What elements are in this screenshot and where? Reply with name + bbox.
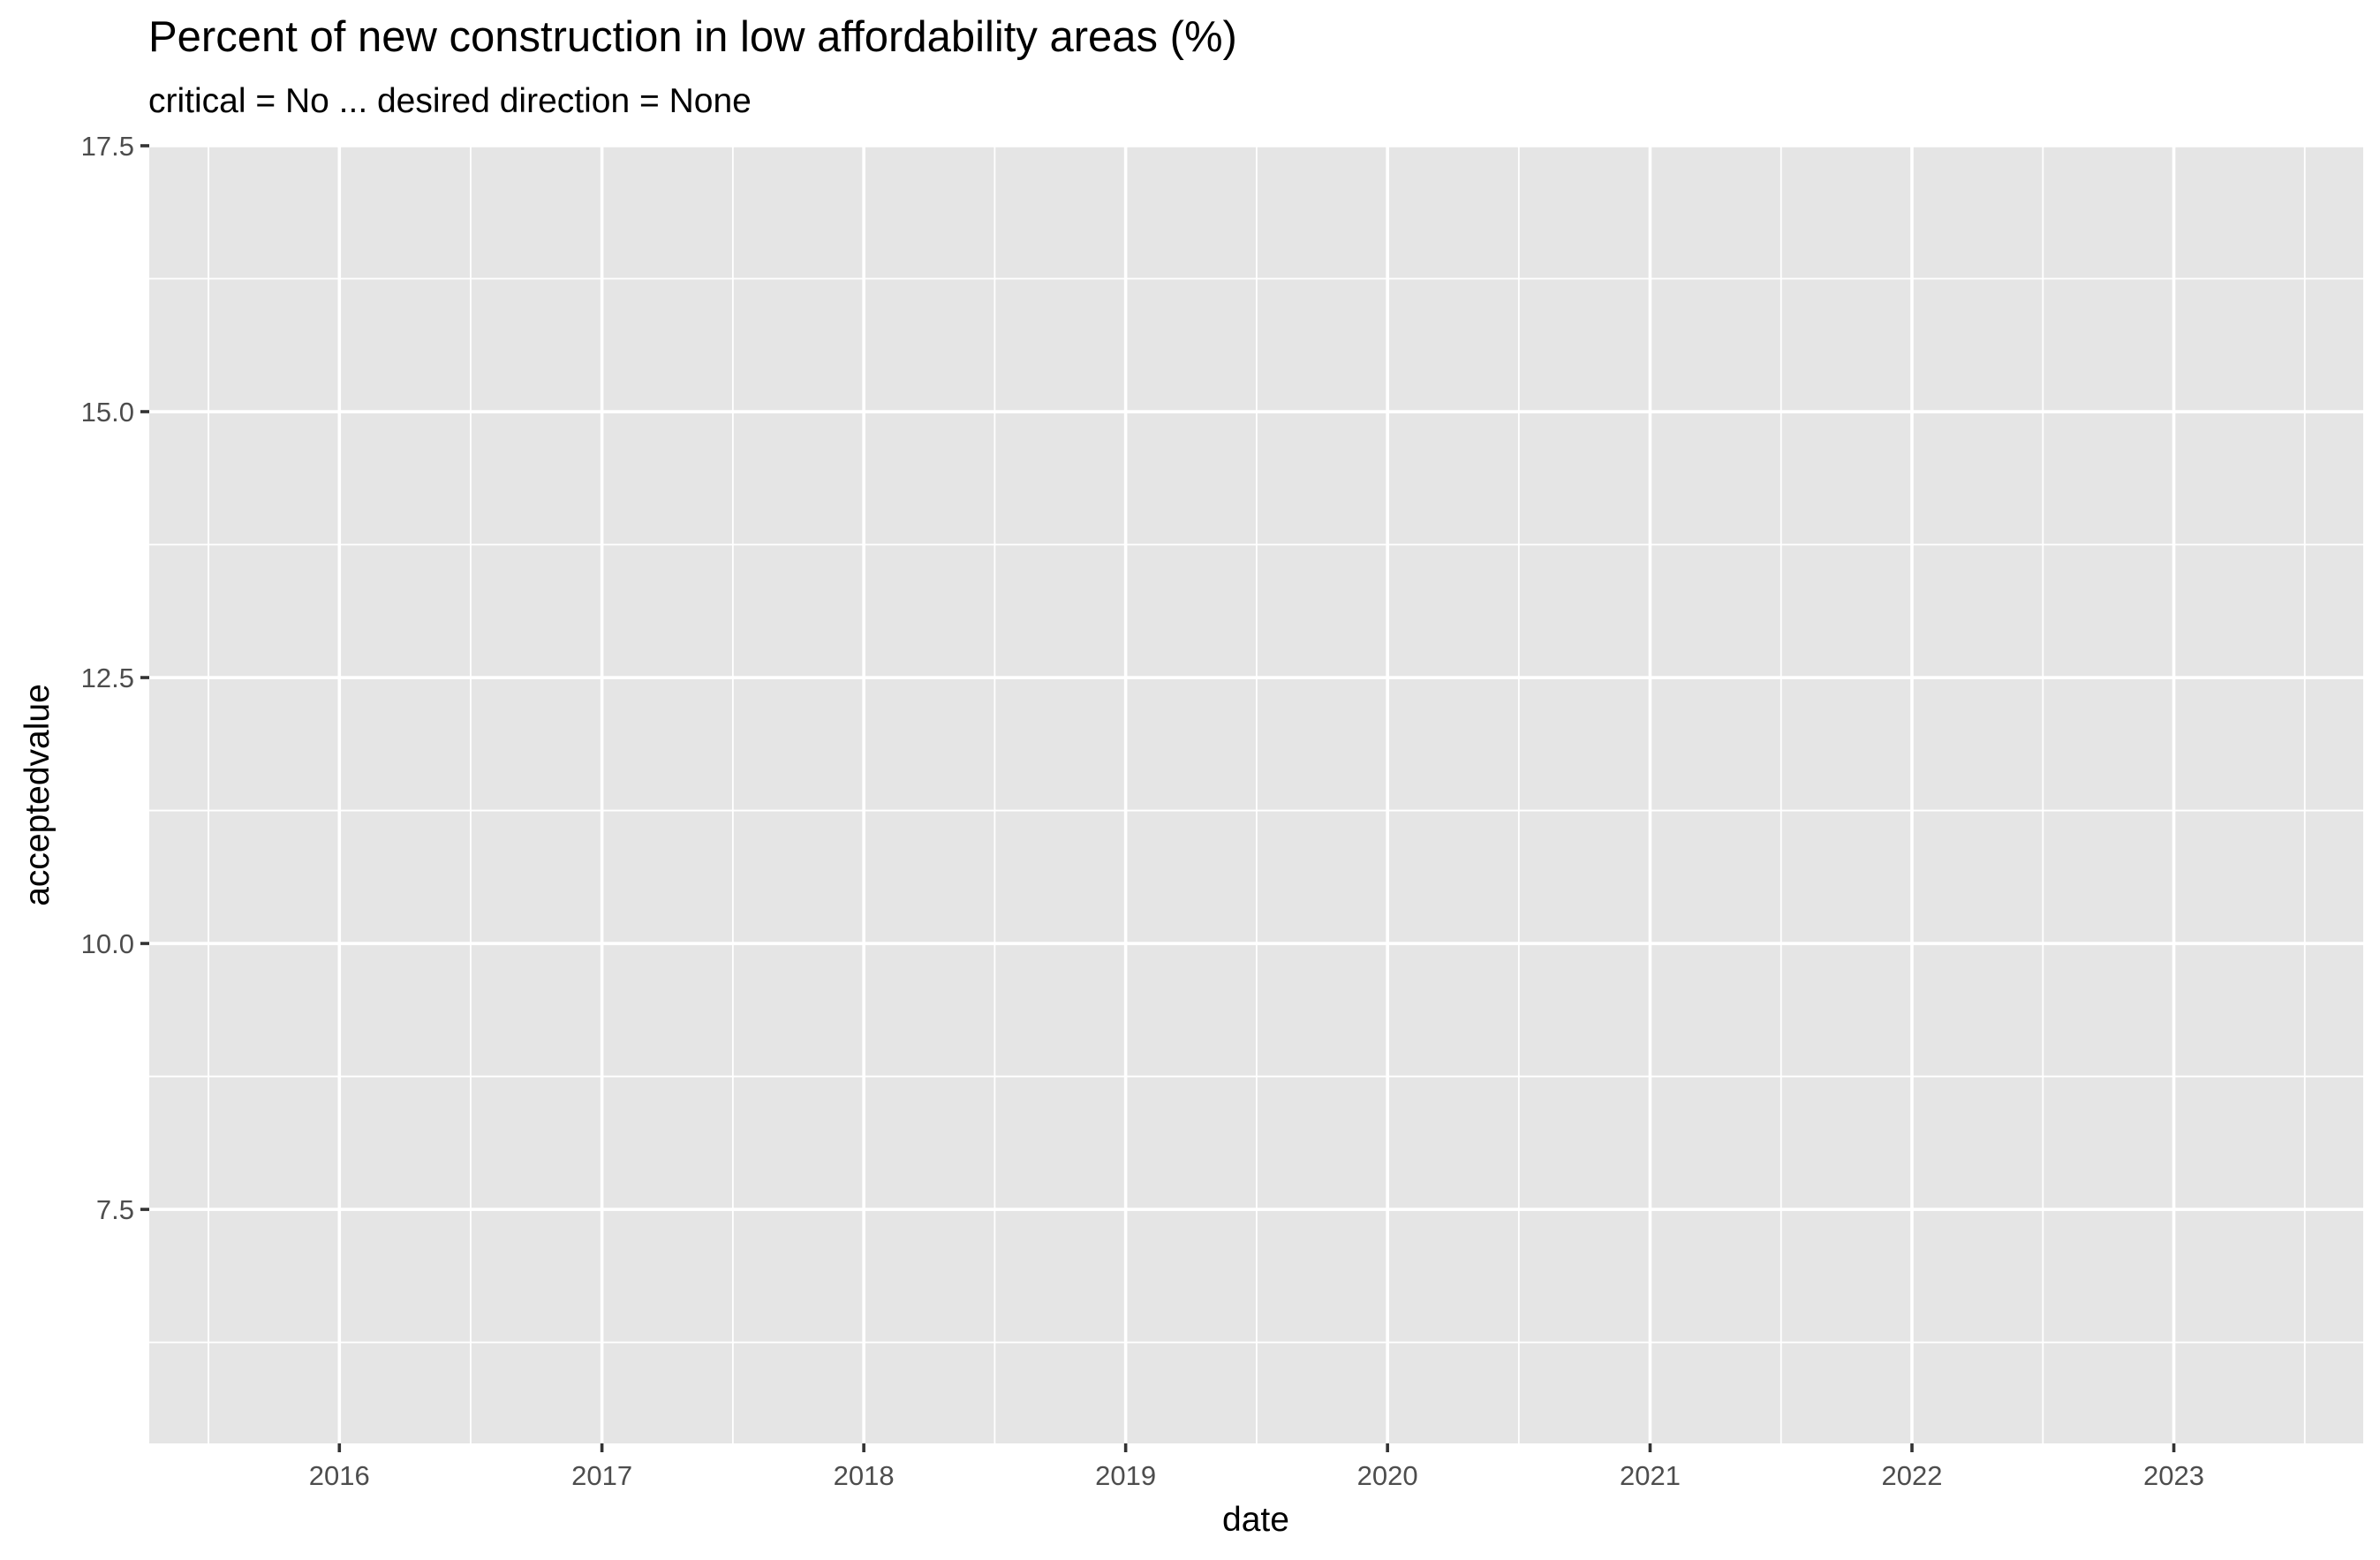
y-axis: 7.5 10.0 12.5 15.0 17.5 [81, 131, 149, 1225]
x-tick-label: 2021 [1620, 1460, 1681, 1491]
x-tick-label: 2017 [571, 1460, 632, 1491]
x-tick-label: 2018 [834, 1460, 895, 1491]
minor-gridlines [149, 146, 2363, 1443]
major-gridlines [149, 144, 2363, 1443]
chart-title: Percent of new construction in low affor… [148, 13, 1237, 61]
x-tick-label: 2020 [1357, 1460, 1418, 1491]
y-tick-label: 17.5 [81, 131, 134, 162]
y-axis-title: acceptedvalue [19, 684, 57, 906]
y-tick-label: 15.0 [81, 397, 134, 428]
y-tick-label: 10.0 [81, 928, 134, 959]
y-tick-label: 7.5 [96, 1194, 134, 1225]
x-tick-label: 2022 [1882, 1460, 1943, 1491]
x-tick-label: 2023 [2143, 1460, 2204, 1491]
chart-subtitle: critical = No ... desired direction = No… [148, 82, 752, 120]
x-axis: 2016 2017 2018 2019 2020 2021 2022 2023 [309, 1443, 2204, 1491]
x-axis-title: date [1222, 1501, 1289, 1539]
x-tick-label: 2019 [1095, 1460, 1156, 1491]
y-tick-label: 12.5 [81, 663, 134, 693]
x-tick-label: 2016 [309, 1460, 370, 1491]
